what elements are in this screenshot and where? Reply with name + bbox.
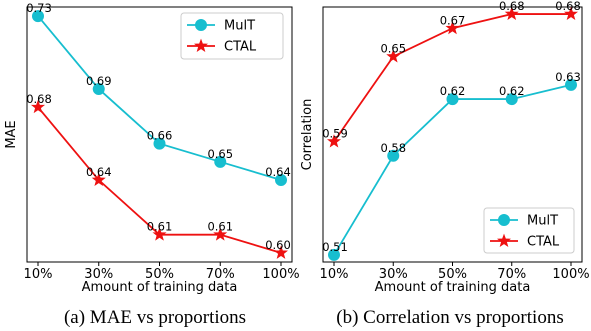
data-point-ctal xyxy=(91,172,106,186)
legend: MulT CTAL xyxy=(180,12,284,60)
data-label-mult: 0.62 xyxy=(499,84,525,98)
data-point-mult xyxy=(565,78,577,91)
data-point-mult xyxy=(446,93,459,106)
x-tick-label: 70% xyxy=(497,267,526,282)
data-point-ctal xyxy=(386,49,401,63)
x-axis-label: Amount of training data xyxy=(82,280,238,295)
y-axis-label: Correlation xyxy=(300,99,315,171)
data-point-mult xyxy=(214,155,227,168)
data-label-ctal: 0.64 xyxy=(86,165,112,179)
x-tick-label: 30% xyxy=(84,267,113,282)
legend-label-mult: MulT xyxy=(224,19,255,34)
legend-marker-ctal xyxy=(496,233,512,247)
data-label-ctal: 0.67 xyxy=(440,13,466,27)
data-point-mult xyxy=(328,248,340,261)
x-tick-label: 10% xyxy=(320,267,349,282)
data-label-mult: 0.69 xyxy=(86,74,112,88)
data-label-mult: 0.65 xyxy=(207,147,233,161)
data-label-mult: 0.66 xyxy=(147,129,173,143)
data-point-ctal xyxy=(273,245,289,259)
data-point-ctal xyxy=(30,99,46,114)
legend-marker-ctal xyxy=(193,38,209,52)
caption-a: (a) MAE vs proportions xyxy=(64,307,246,328)
data-point-ctal xyxy=(152,227,167,241)
data-point-ctal xyxy=(213,227,228,241)
data-point-mult xyxy=(275,174,287,187)
data-label-ctal: 0.68 xyxy=(499,0,525,13)
data-label-ctal: 0.65 xyxy=(380,42,406,56)
data-point-mult xyxy=(387,149,400,162)
data-point-ctal xyxy=(504,6,519,21)
data-point-mult xyxy=(92,82,105,95)
legend-label-mult: MulT xyxy=(527,214,558,229)
x-axis-label: Amount of training data xyxy=(375,280,531,295)
y-axis-label: MAE xyxy=(4,120,19,148)
x-tick-label: 50% xyxy=(145,267,174,282)
x-tick-label: 100% xyxy=(552,267,589,282)
data-label-mult: 0.63 xyxy=(555,70,581,84)
data-point-mult xyxy=(153,137,166,150)
x-tick-label: 30% xyxy=(379,267,408,282)
data-point-mult xyxy=(505,93,518,106)
data-label-mult: 0.51 xyxy=(322,240,348,254)
data-label-ctal: 0.61 xyxy=(147,220,173,234)
caption-b: (b) Correlation vs proportions xyxy=(336,307,563,328)
series-line-ctal xyxy=(333,13,571,143)
chart-mae: 10% 30% 50% 70% 100% Amount of training data M… xyxy=(4,1,300,295)
data-label-mult: 0.64 xyxy=(265,165,291,179)
data-point-ctal xyxy=(326,134,342,148)
data-label-mult: 0.73 xyxy=(26,1,52,15)
x-tick-label: 100% xyxy=(262,267,299,282)
data-label-ctal: 0.61 xyxy=(207,220,233,234)
data-label-ctal: 0.68 xyxy=(555,0,581,13)
legend-marker-mult xyxy=(498,214,510,226)
legend-label-ctal: CTAL xyxy=(527,235,560,250)
data-label-ctal: 0.68 xyxy=(26,92,52,106)
data-point-ctal xyxy=(563,6,579,21)
x-tick-label: 50% xyxy=(438,267,467,282)
legend-marker-mult xyxy=(195,19,207,31)
legend: MulT CTAL xyxy=(483,207,575,254)
legend-label-ctal: CTAL xyxy=(224,40,257,55)
chart-correlation: 10% 30% 50% 70% 100% Amount of training data C… xyxy=(300,0,590,295)
data-point-mult xyxy=(32,10,44,23)
x-tick-label: 70% xyxy=(206,267,235,282)
data-label-mult: 0.58 xyxy=(380,141,406,155)
data-label-ctal: 0.59 xyxy=(322,127,348,141)
x-tick-label: 10% xyxy=(24,267,53,282)
data-label-mult: 0.62 xyxy=(440,84,466,98)
data-point-ctal xyxy=(445,20,460,35)
data-label-ctal: 0.60 xyxy=(265,238,291,252)
